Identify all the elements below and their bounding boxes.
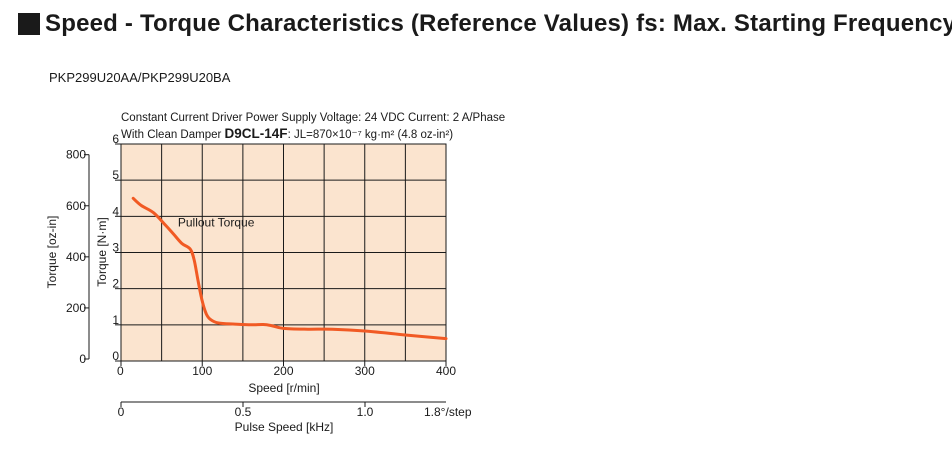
- y-axis-label-ozin: Torque [oz-in]: [45, 216, 59, 289]
- y-tick-label: 3: [112, 241, 119, 255]
- model-number: PKP299U20AA/PKP299U20BA: [49, 70, 231, 85]
- condition-line-2: With Clean Damper D9CL-14F: JL=870×10⁻⁷ …: [121, 126, 453, 141]
- y2-tick-label: 400: [66, 250, 86, 264]
- y-tick-label: 0: [112, 349, 119, 363]
- x-tick-label: 400: [436, 364, 456, 378]
- x2-tick-label: 0.5: [235, 405, 252, 419]
- x-tick-label: 0: [117, 364, 124, 378]
- x2-tick-label: 0: [118, 405, 125, 419]
- pullout-torque-line: [131, 196, 448, 341]
- page-title: Speed - Torque Characteristics (Referenc…: [45, 10, 952, 37]
- x-axis-label: Speed [r/min]: [248, 381, 319, 395]
- y-axis-nm: 0 1 2 3 4 5 6: [112, 132, 121, 363]
- y-axis-ozin: 0 200 400 600 800: [66, 148, 90, 366]
- section-heading: Speed - Torque Characteristics (Referenc…: [18, 10, 952, 38]
- heading-square-icon: [18, 13, 40, 35]
- y-tick-label: 4: [112, 204, 119, 218]
- y2-tick-label: 0: [79, 352, 86, 366]
- y2-tick-label: 800: [66, 148, 86, 162]
- x-tick-label: 300: [355, 364, 375, 378]
- x-tick-label: 100: [192, 364, 212, 378]
- x-axis-pulse-speed: 0 0.5 1.0 1.8°/step: [118, 401, 472, 419]
- condition-line-1: Constant Current Driver Power Supply Vol…: [121, 112, 505, 124]
- x2-axis-label: Pulse Speed [kHz]: [235, 420, 334, 434]
- y-axis-label: Torque [N·m]: [95, 217, 109, 286]
- plot-grid: [121, 144, 446, 361]
- y-tick-label: 6: [112, 132, 119, 146]
- pullout-torque-label: Pullout Torque: [178, 215, 255, 229]
- y-tick-label: 1: [112, 313, 119, 327]
- x-tick-label: 200: [273, 364, 293, 378]
- damper-model: D9CL-14F: [225, 126, 288, 141]
- y2-tick-label: 600: [66, 199, 86, 213]
- load-inertia: : JL=870×10⁻⁷ kg·m² (4.8 oz-in²): [288, 129, 454, 141]
- y-tick-label: 2: [112, 277, 119, 291]
- condition-prefix: With Clean Damper: [121, 129, 225, 141]
- x-axis-speed: 0 100 200 300 400: [117, 361, 456, 378]
- x2-tick-label: 1.0: [357, 405, 374, 419]
- x2-step-angle-label: 1.8°/step: [424, 405, 472, 419]
- y-tick-label: 5: [112, 168, 119, 182]
- y2-tick-label: 200: [66, 301, 86, 315]
